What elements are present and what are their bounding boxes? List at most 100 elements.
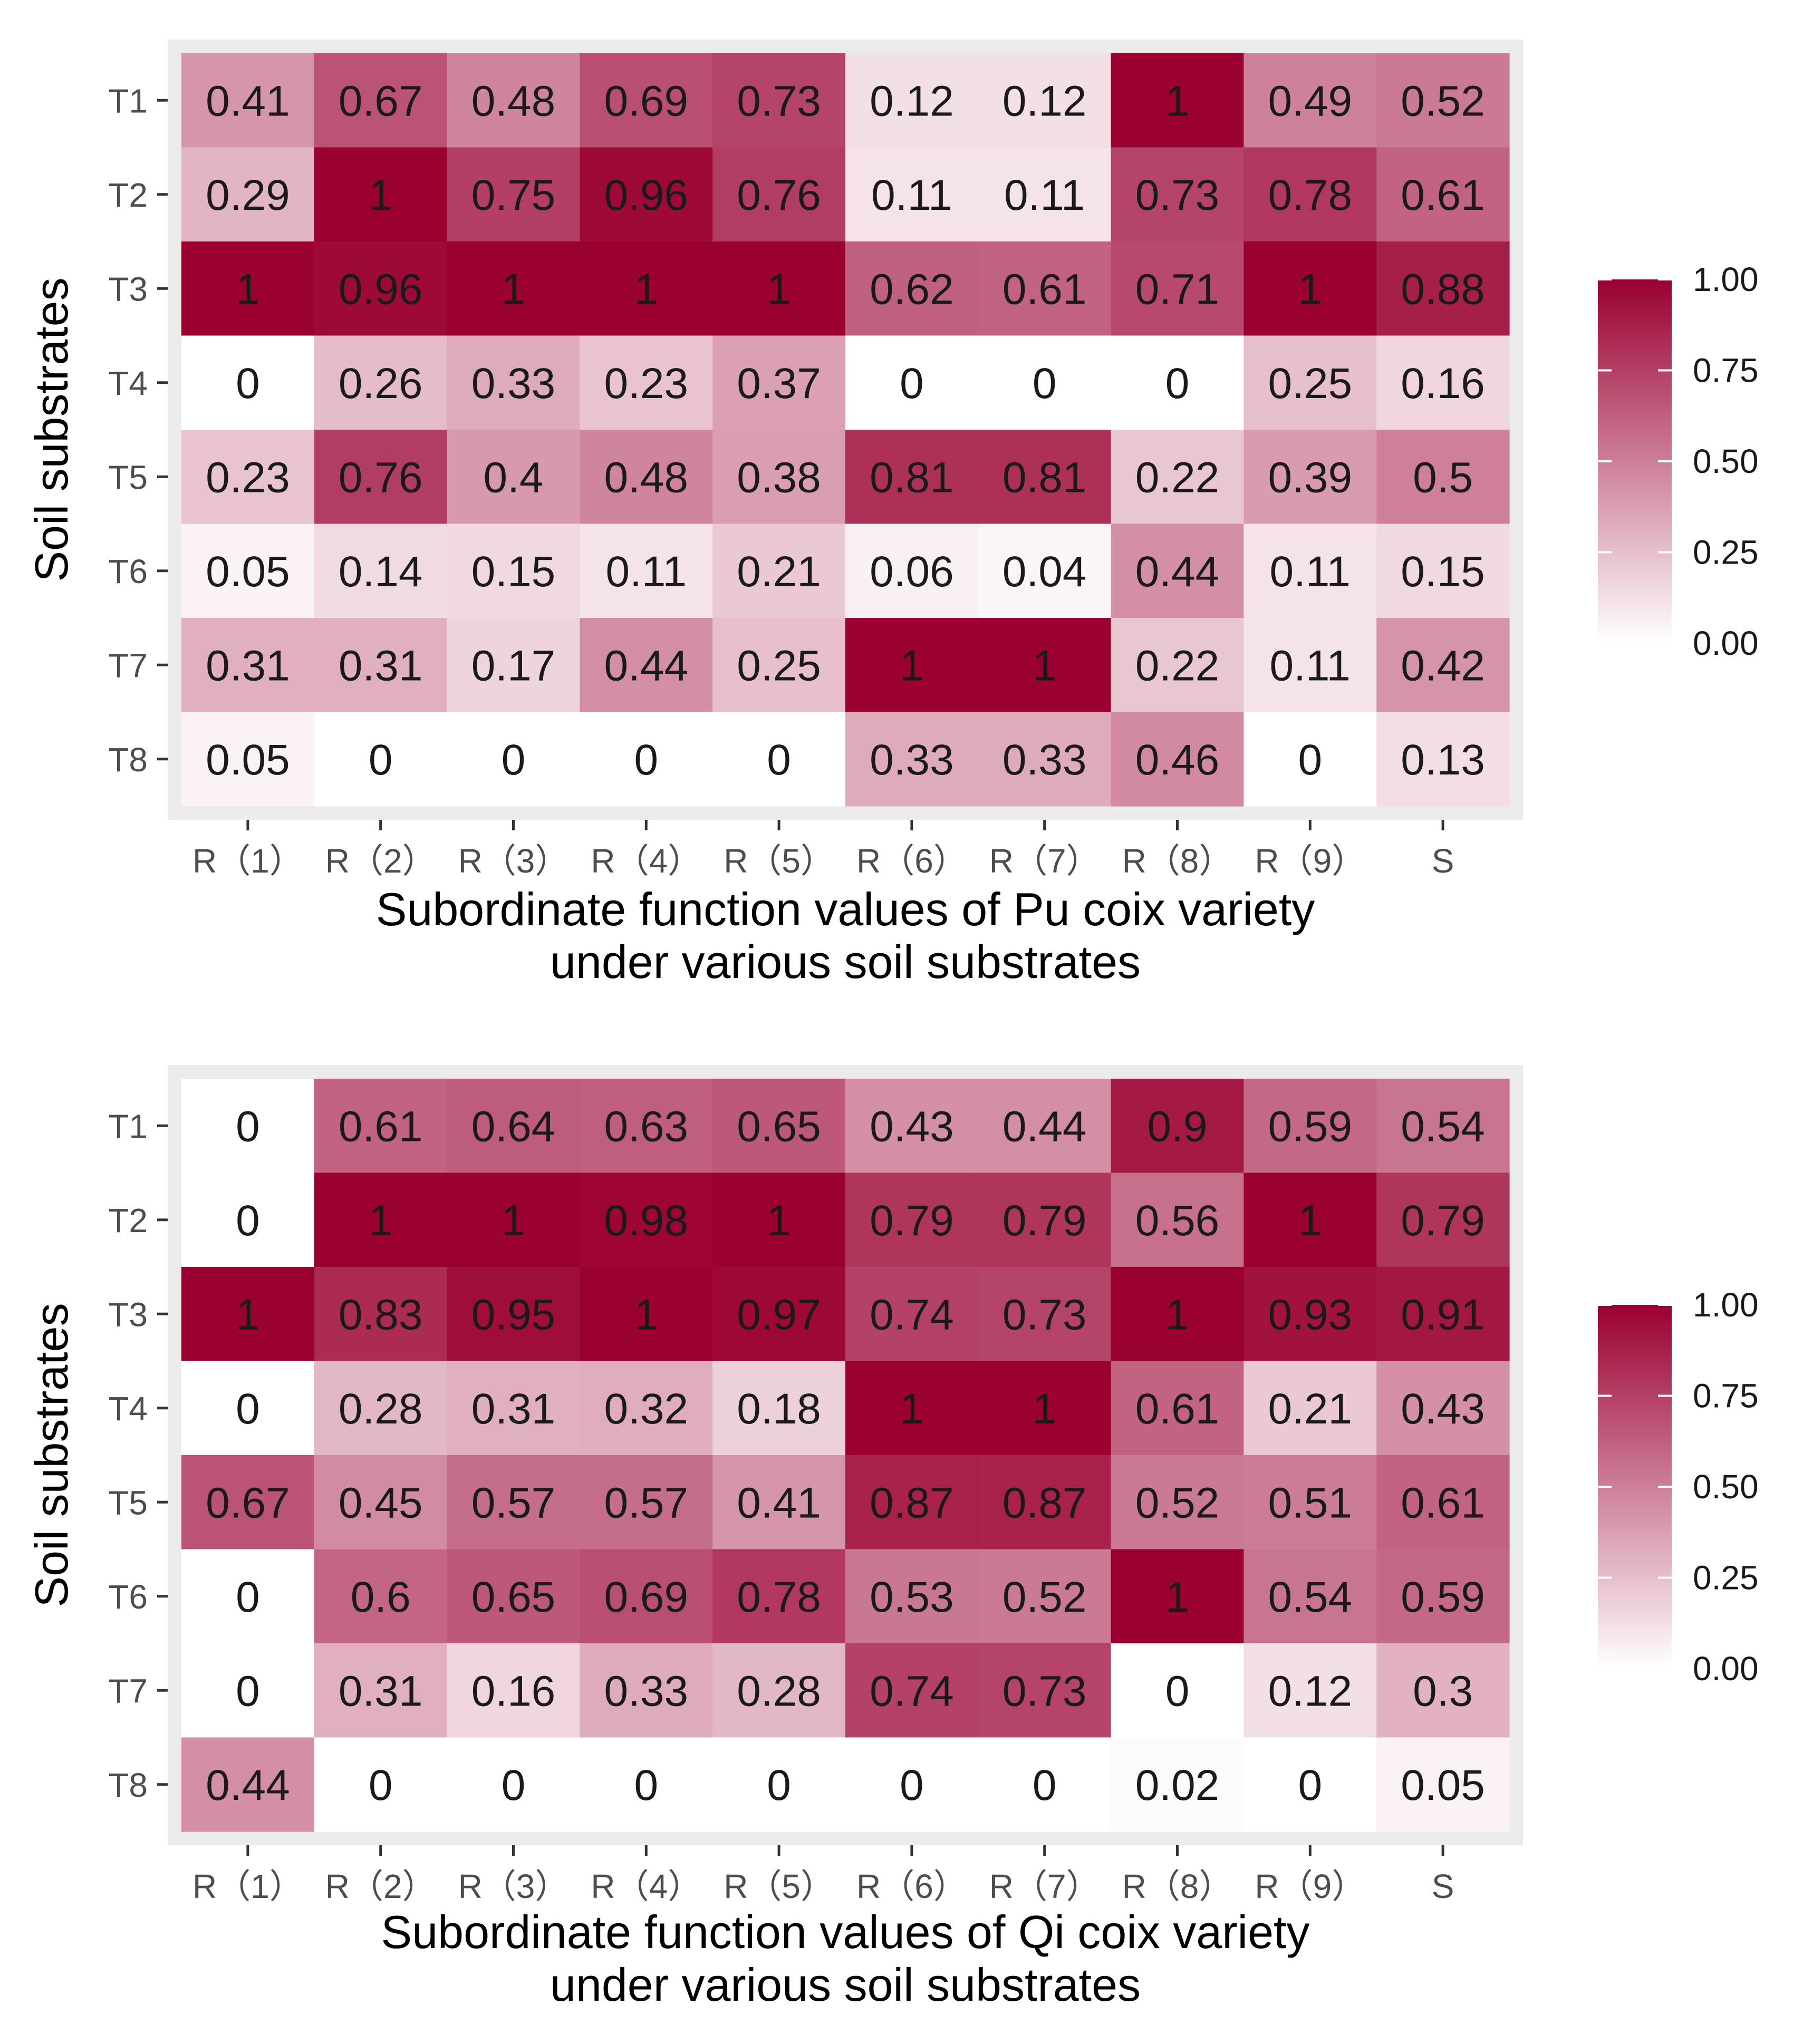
heatmap-cell-T8-1 (181, 712, 315, 807)
heatmap-cell-T7-2 (314, 1643, 448, 1738)
cell-value-label: 0.11 (871, 171, 952, 219)
cell-value-label: 0 (1165, 360, 1190, 408)
heatmap-cell-T1-8 (1111, 53, 1244, 148)
heatmap-cell-T6-8 (1111, 1549, 1244, 1644)
cell-value-label: 0.52 (1401, 77, 1485, 125)
cell-value-label: 0.18 (737, 1385, 821, 1433)
heatmap-cell-T3-6 (845, 241, 979, 336)
heatmap-cell-T8-3 (447, 1737, 580, 1832)
cell-value-label: 0.28 (339, 1385, 423, 1433)
heatmap-cell-T8-9 (1243, 712, 1377, 807)
x-tick-label: R（2） (325, 1867, 436, 1905)
heatmap-cell-T8-8 (1111, 712, 1244, 807)
heatmap-cell-T5-7 (978, 1455, 1112, 1550)
cell-value-label: 0.14 (339, 548, 423, 596)
heatmap-cell-T4-1 (181, 1361, 315, 1456)
cell-value-label: 0.98 (604, 1197, 688, 1245)
heatmap-cell-T5-10 (1376, 430, 1510, 525)
heatmap-cell-T7-5 (712, 1643, 846, 1738)
cell-value-label: 0 (236, 1102, 260, 1150)
cell-value-label: 0 (634, 1761, 658, 1809)
heatmap-cell-T2-8 (1111, 147, 1244, 242)
heatmap-cell-T1-3 (447, 53, 580, 148)
cell-value-label: 0 (502, 1761, 526, 1809)
cell-value-label: 0.96 (339, 265, 423, 313)
cell-value-label: 0.29 (206, 171, 290, 219)
heatmap-cell-T2-6 (845, 147, 979, 242)
cell-value-label: 0.42 (1401, 642, 1485, 690)
heatmap-cell-T5-5 (712, 430, 846, 525)
heatmap-cell-T1-1 (181, 1079, 315, 1174)
heatmap-cell-T4-10 (1376, 1361, 1510, 1456)
x-tick-label: R（5） (724, 1867, 834, 1905)
heatmap-cell-T3-10 (1376, 1267, 1510, 1362)
heatmap-cell-T2-2 (314, 1173, 448, 1267)
heatmap-cell-T5-3 (447, 430, 580, 525)
heatmap-cell-T2-2 (314, 147, 448, 242)
cell-value-label: 0.25 (737, 642, 821, 690)
cell-value-label: 0.79 (870, 1197, 954, 1245)
cell-value-label: 1 (1033, 642, 1057, 690)
cell-value-label: 0.73 (1002, 1667, 1087, 1715)
heatmap-cell-T6-9 (1243, 1549, 1377, 1644)
heatmap-cell-T7-9 (1243, 618, 1377, 713)
cell-value-label: 0.31 (206, 642, 290, 690)
heatmap-cell-T2-4 (580, 147, 713, 242)
colorbar-tick-label: 0.50 (1693, 1468, 1759, 1506)
cell-value-label: 0.74 (870, 1667, 954, 1715)
cell-value-label: 0 (767, 1761, 791, 1809)
cell-value-label: 0.33 (870, 736, 954, 784)
heatmap-cell-T2-8 (1111, 1173, 1244, 1267)
cell-value-label: 0.73 (1135, 171, 1220, 219)
y-tick-label: T6 (108, 1578, 148, 1616)
cell-value-label: 0.3 (1413, 1667, 1473, 1715)
heatmap-cell-T3-3 (447, 241, 580, 336)
heatmap-cell-T3-8 (1111, 1267, 1244, 1362)
cell-value-label: 0 (900, 360, 924, 408)
heatmap-cell-T3-2 (314, 241, 448, 336)
cell-value-label: 1 (1165, 1573, 1190, 1621)
cell-value-label: 0 (369, 1761, 393, 1809)
cell-value-label: 0.64 (471, 1102, 556, 1150)
heatmap-cell-T4-8 (1111, 1361, 1244, 1456)
cell-value-label: 0 (1298, 736, 1322, 784)
heatmap-cell-T5-9 (1243, 430, 1377, 525)
heatmap-cell-T5-7 (978, 430, 1112, 525)
cell-value-label: 1 (634, 1291, 658, 1339)
cell-value-label: 0.52 (1002, 1573, 1087, 1621)
heatmap-cell-T5-6 (845, 1455, 979, 1550)
y-tick-label: T4 (108, 364, 148, 402)
y-tick-label: T3 (108, 1295, 148, 1333)
heatmap-cell-T4-4 (580, 335, 713, 430)
cell-value-label: 0.41 (737, 1479, 821, 1527)
cell-value-label: 0.65 (737, 1102, 821, 1150)
cell-value-label: 0.91 (1401, 1291, 1485, 1339)
cell-value-label: 0.41 (206, 77, 290, 125)
heatmap-cell-T8-5 (712, 1737, 846, 1832)
cell-value-label: 0.21 (1268, 1385, 1352, 1433)
heatmap-cell-T2-10 (1376, 1173, 1510, 1267)
cell-value-label: 0.83 (339, 1291, 423, 1339)
cell-value-label: 0.39 (1268, 453, 1352, 501)
cell-value-label: 0.21 (737, 548, 821, 596)
x-axis-title: Subordinate function values of Pu coix v… (376, 883, 1315, 935)
x-tick-label: R（7） (989, 842, 1100, 880)
cell-value-label: 0 (1033, 360, 1057, 408)
x-tick-label: R（8） (1122, 842, 1233, 880)
cell-value-label: 0 (369, 736, 393, 784)
x-tick-label: R（4） (591, 1867, 701, 1905)
heatmap-cell-T7-5 (712, 618, 846, 713)
colorbar-tick-label: 0.75 (1693, 1377, 1759, 1415)
cell-value-label: 0.73 (1002, 1291, 1087, 1339)
cell-value-label: 0.23 (206, 453, 290, 501)
heatmap-cell-T1-7 (978, 1079, 1112, 1174)
cell-value-label: 0.25 (1268, 360, 1352, 408)
cell-value-label: 0 (1165, 1667, 1190, 1715)
heatmap-cell-T5-6 (845, 430, 979, 525)
y-tick-label: T5 (108, 1484, 148, 1522)
cell-value-label: 0.05 (1401, 1761, 1485, 1809)
cell-value-label: 0.61 (1002, 265, 1087, 313)
heatmap-cell-T2-5 (712, 1173, 846, 1267)
heatmap-cell-T1-6 (845, 53, 979, 148)
heatmap-cell-T1-10 (1376, 53, 1510, 148)
